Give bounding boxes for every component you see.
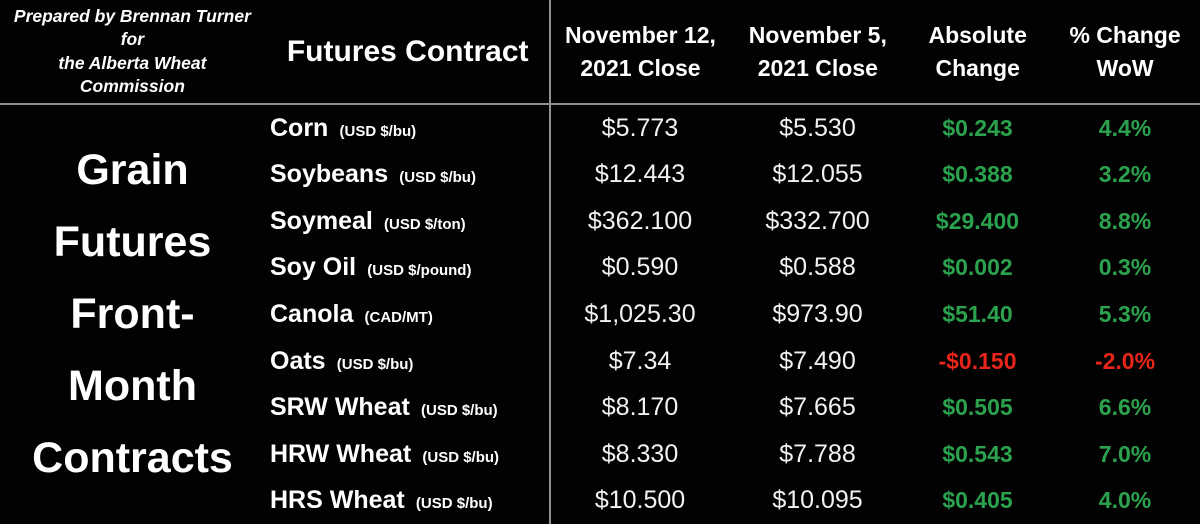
nov12-close-value: $1,025.30 [584, 300, 696, 329]
column-header-pct-change-wow: % Change WoW [1050, 0, 1200, 103]
table-row: Soybeans (USD $/bu) $12.443 $12.055 $0.3… [0, 152, 1200, 199]
contract-name: SRW Wheat [270, 393, 410, 422]
column-header-nov5-line2: 2021 Close [757, 54, 878, 81]
prepared-by-note: Prepared by Brennan Turner for the Alber… [0, 0, 265, 103]
pct-change-value: 5.3% [1098, 301, 1152, 328]
pct-change-value: 3.2% [1098, 161, 1152, 188]
nov12-close-value: $7.34 [608, 346, 672, 375]
column-header-nov12-line2: 2021 Close [580, 54, 701, 81]
prepared-by-note-line1: Prepared by Brennan Turner for [13, 6, 251, 50]
nov12-close-value: $362.100 [587, 206, 693, 235]
absolute-change-value: $51.40 [942, 301, 1013, 328]
nov5-close-value: $7.665 [779, 393, 856, 422]
nov5-close-value: $10.095 [772, 486, 863, 515]
contract-unit: (CAD/MT) [360, 309, 433, 327]
nov5-close-value: $332.700 [765, 206, 870, 235]
contract-unit: (USD $/bu) [332, 355, 414, 373]
contract-cell: Canola (CAD/MT) [0, 300, 550, 329]
nov5-close-value: $0.588 [779, 253, 856, 282]
nov5-close-value: $5.530 [779, 113, 856, 142]
nov12-close-value: $10.500 [594, 486, 686, 515]
pct-change-value: 7.0% [1098, 440, 1152, 467]
nov5-close-value: $7.788 [779, 439, 856, 468]
contract-name: Soymeal [270, 206, 373, 235]
contract-name: Oats [270, 346, 326, 375]
pct-change-value: 6.6% [1098, 394, 1152, 421]
contract-cell: Oats (USD $/bu) [0, 347, 550, 376]
column-header-absolute-change: Absolute Change [905, 0, 1050, 103]
contract-name: Corn [270, 113, 329, 142]
absolute-change-value: -$0.150 [938, 347, 1017, 374]
side-title-line: Futures [53, 217, 212, 266]
table-body: Corn (USD $/bu) $5.773 $5.530 $0.243 4.4… [0, 105, 1200, 524]
table-row: Canola (CAD/MT) $1,025.30 $973.90 $51.40… [0, 291, 1200, 338]
pct-change-value: 4.4% [1098, 114, 1152, 141]
pct-change-value: 4.0% [1098, 487, 1152, 514]
contract-cell: Soybeans (USD $/bu) [0, 160, 550, 189]
contract-cell: SRW Wheat (USD $/bu) [0, 393, 550, 422]
nov5-close-value: $973.90 [772, 300, 863, 329]
table-row: Soymeal (USD $/ton) $362.100 $332.700 $2… [0, 198, 1200, 245]
nov12-close-value: $5.773 [601, 113, 679, 142]
table-row: Soy Oil (USD $/pound) $0.590 $0.588 $0.0… [0, 245, 1200, 292]
pct-change-value: 0.3% [1098, 254, 1152, 281]
nov12-close-value: $0.590 [601, 253, 679, 282]
column-header-nov12-line1: November 12, [565, 21, 716, 48]
contract-unit: (USD $/pound) [363, 262, 472, 280]
absolute-change-value: $0.388 [942, 161, 1013, 188]
contract-unit: (USD $/bu) [411, 495, 493, 513]
column-header-abs-line2: Change [935, 54, 1020, 81]
contract-cell: Corn (USD $/bu) [0, 114, 550, 143]
contract-cell: HRW Wheat (USD $/bu) [0, 440, 550, 469]
header-divider-line [0, 103, 1200, 105]
nov12-close-value: $8.170 [601, 393, 679, 422]
table-header: Prepared by Brennan Turner for the Alber… [0, 0, 1200, 103]
side-title-line: Contracts [32, 433, 233, 482]
side-title-line: Front- [70, 289, 195, 338]
table-row: HRW Wheat (USD $/bu) $8.330 $7.788 $0.54… [0, 431, 1200, 478]
nov12-close-value: $12.443 [594, 160, 686, 189]
absolute-change-value: $29.400 [935, 207, 1020, 234]
side-title-line: Grain [76, 145, 189, 194]
column-header-nov5-close: November 5, 2021 Close [730, 0, 905, 103]
contract-name: Soybeans [270, 160, 389, 189]
contract-unit: (USD $/bu) [416, 402, 498, 420]
contract-cell: HRS Wheat (USD $/bu) [0, 486, 550, 515]
contract-cell: Soymeal (USD $/ton) [0, 207, 550, 236]
absolute-change-value: $0.243 [942, 114, 1013, 141]
table-row: SRW Wheat (USD $/bu) $8.170 $7.665 $0.50… [0, 384, 1200, 431]
prepared-by-note-line2: the Alberta Wheat Commission [58, 52, 207, 96]
contract-unit: (USD $/bu) [395, 169, 476, 187]
nov5-close-value: $7.490 [779, 346, 856, 375]
contract-name: Soy Oil [270, 253, 357, 282]
absolute-change-value: $0.505 [942, 394, 1013, 421]
contract-name: HRS Wheat [270, 486, 405, 515]
contract-name: HRW Wheat [270, 439, 412, 468]
nov5-close-value: $12.055 [772, 160, 863, 189]
column-divider-line [549, 0, 551, 524]
pct-change-value: 8.8% [1098, 207, 1152, 234]
column-header-abs-line1: Absolute [928, 21, 1027, 48]
table-row: HRS Wheat (USD $/bu) $10.500 $10.095 $0.… [0, 478, 1200, 524]
contract-unit: (USD $/ton) [379, 215, 466, 233]
absolute-change-value: $0.002 [942, 254, 1013, 281]
absolute-change-value: $0.405 [942, 487, 1013, 514]
column-header-futures-contract: Futures Contract [286, 34, 529, 68]
contract-unit: (USD $/bu) [335, 122, 417, 140]
pct-change-value: -2.0% [1094, 347, 1156, 374]
absolute-change-value: $0.543 [942, 440, 1013, 467]
nov12-close-value: $8.330 [601, 439, 679, 468]
column-header-nov5-line1: November 5, [748, 21, 887, 48]
contract-name: Canola [270, 300, 354, 329]
side-title-line: Month [68, 361, 197, 410]
column-header-pct-line2: WoW [1096, 54, 1154, 81]
column-header-pct-line1: % Change [1069, 21, 1181, 48]
table-row: Corn (USD $/bu) $5.773 $5.530 $0.243 4.4… [0, 105, 1200, 152]
contract-unit: (USD $/bu) [418, 448, 500, 466]
table-row: Oats (USD $/bu) $7.34 $7.490 -$0.150 -2.… [0, 338, 1200, 385]
side-title: Grain Futures Front- Month Contracts [0, 103, 265, 524]
column-header-nov12-close: November 12, 2021 Close [551, 0, 731, 103]
contract-cell: Soy Oil (USD $/pound) [0, 253, 550, 282]
